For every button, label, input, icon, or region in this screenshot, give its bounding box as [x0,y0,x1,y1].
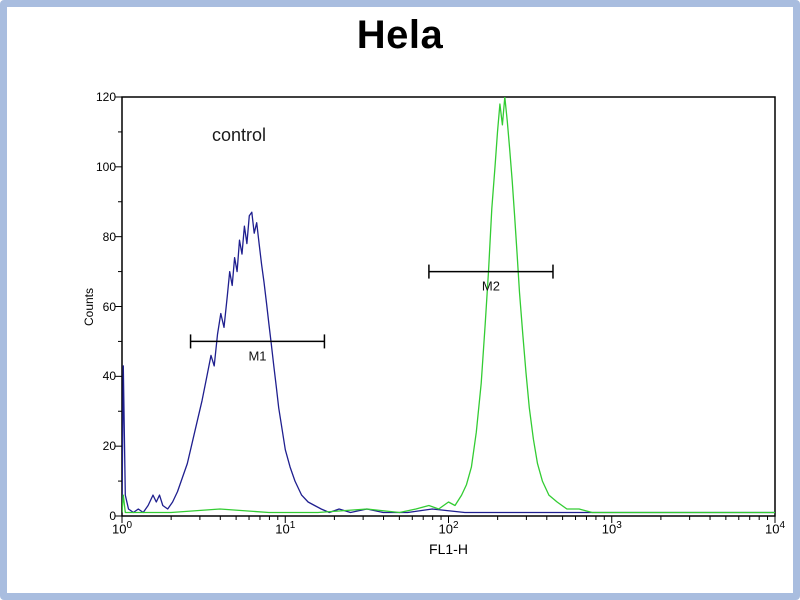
y-tick-label: 40 [102,369,116,384]
x-tick-label: 104 [764,520,786,537]
y-tick-label: 60 [102,299,116,314]
marker-label: M1 [248,348,266,363]
x-tick-label: 102 [438,520,459,537]
chart-title: Hela [356,13,444,57]
y-tick-label: 120 [95,90,116,104]
y-tick-label: 100 [95,159,116,174]
plot-border [121,96,776,517]
x-tick-label: 100 [111,520,133,537]
y-tick-label: 20 [102,439,116,454]
histogram-curve-blue [122,211,775,514]
control-annotation: control [212,125,267,145]
y-tick-label: 0 [109,509,116,523]
gate-marker-m1 [189,334,326,349]
gate-marker-m2 [428,264,554,279]
chart-canvas: M1 M2 [115,96,776,523]
y-tick-label: 80 [102,229,116,244]
x-axis-title: FL1-H [429,541,468,557]
marker-label: M2 [482,279,500,294]
x-tick-label: 101 [275,520,296,537]
histogram-curve-green [122,97,775,514]
y-axis-ticks [115,96,122,517]
x-tick-label: 103 [601,520,622,537]
